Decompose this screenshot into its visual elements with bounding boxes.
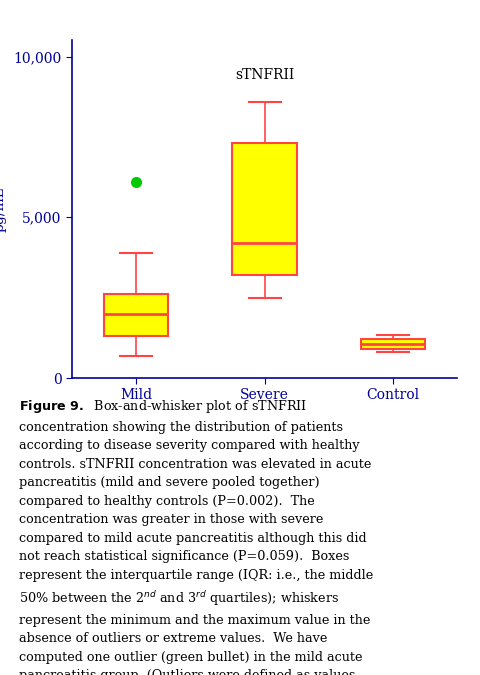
FancyBboxPatch shape — [232, 143, 296, 275]
Text: $\bf{Figure\ 9.}$  Box-and-whisker plot of sTNFRII
concentration showing the dis: $\bf{Figure\ 9.}$ Box-and-whisker plot o… — [19, 398, 372, 675]
FancyBboxPatch shape — [104, 294, 168, 336]
Text: sTNFRII: sTNFRII — [234, 68, 294, 82]
Y-axis label: pg/mL: pg/mL — [0, 187, 7, 232]
FancyBboxPatch shape — [360, 340, 424, 349]
